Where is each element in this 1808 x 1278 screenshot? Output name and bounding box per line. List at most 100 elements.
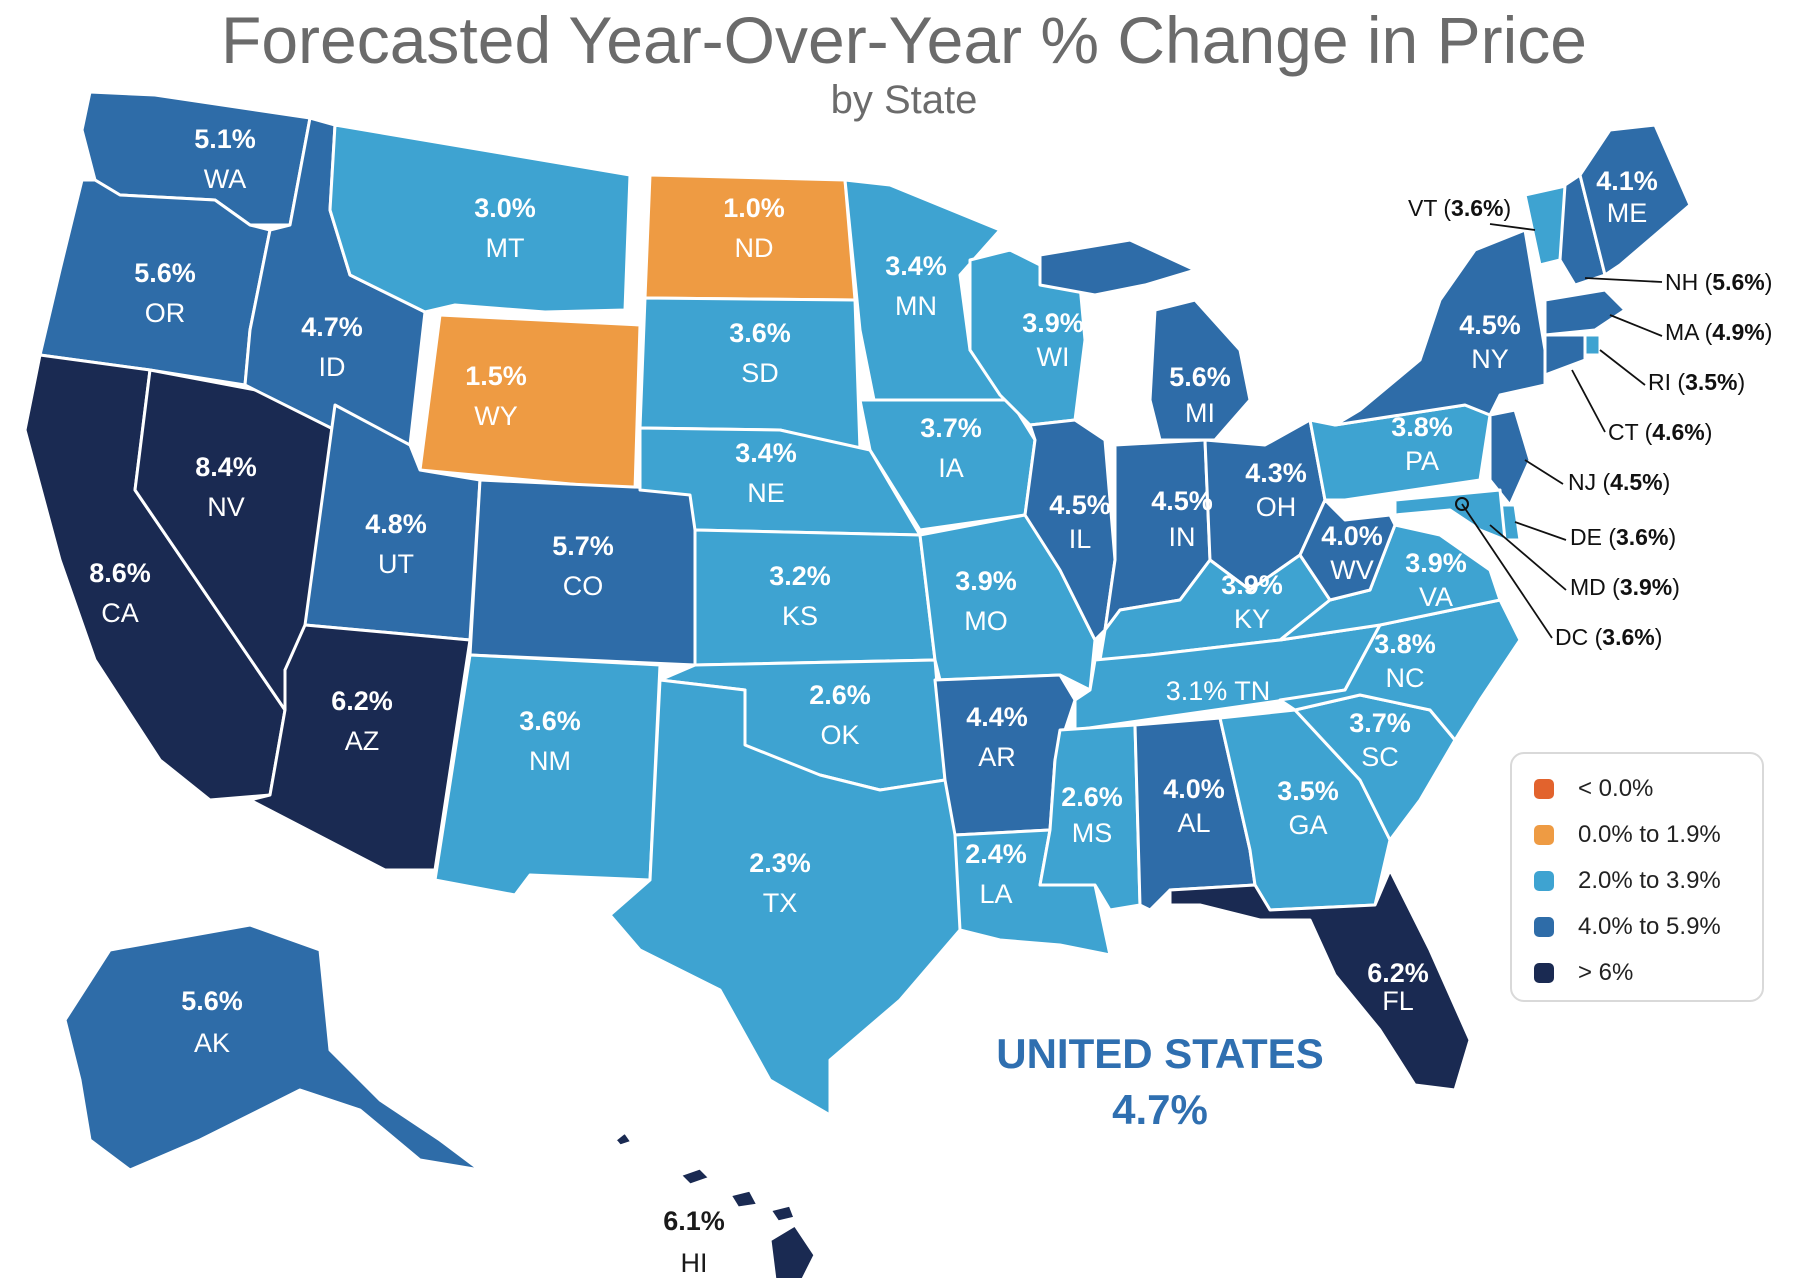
state-label-tn: 3.1% TN <box>1166 676 1271 706</box>
legend-swatch <box>1534 917 1554 937</box>
state-abbr-or: OR <box>145 298 186 328</box>
callout-line-ri <box>1599 349 1646 386</box>
state-abbr-ia: IA <box>938 453 964 483</box>
state-value-az: 6.2% <box>331 686 393 716</box>
callout-nh: NH (5.6%) <box>1665 269 1772 295</box>
legend-swatch <box>1534 825 1554 845</box>
state-ks <box>693 528 937 667</box>
state-abbr-co: CO <box>563 571 604 601</box>
state-abbr-ga: GA <box>1288 810 1327 840</box>
state-value-ks: 3.2% <box>769 561 831 591</box>
state-abbr-wa: WA <box>204 164 247 194</box>
state-ri <box>1583 333 1602 357</box>
state-value-sc: 3.7% <box>1349 708 1411 738</box>
state-abbr-pa: PA <box>1405 446 1439 476</box>
state-abbr-ok: OK <box>820 720 859 750</box>
state-abbr-nc: NC <box>1386 663 1425 693</box>
state-me <box>1578 123 1692 277</box>
national-value: 4.7% <box>1112 1086 1208 1133</box>
state-value-la: 2.4% <box>965 839 1027 869</box>
state-abbr-ne: NE <box>747 478 785 508</box>
legend-label: 0.0% to 1.9% <box>1578 821 1721 848</box>
legend-label: 2.0% to 3.9% <box>1578 867 1721 894</box>
state-value-me: 4.1% <box>1596 166 1658 196</box>
state-fl <box>1168 868 1472 1092</box>
state-abbr-mt: MT <box>486 233 525 263</box>
state-abbr-id: ID <box>319 352 346 382</box>
state-az <box>248 623 472 872</box>
state-value-ia: 3.7% <box>920 413 982 443</box>
state-value-in: 4.5% <box>1151 486 1213 516</box>
state-value-ca: 8.6% <box>89 558 151 588</box>
state-ak <box>63 923 482 1172</box>
state-abbr-mn: MN <box>895 291 937 321</box>
state-value-mn: 3.4% <box>885 251 947 281</box>
state-abbr-nm: NM <box>529 746 571 776</box>
state-abbr-nv: NV <box>207 492 245 522</box>
callout-vt: VT (3.6%) <box>1408 195 1511 221</box>
state-ma <box>1543 288 1627 337</box>
callout-ri: RI (3.5%) <box>1648 369 1745 395</box>
state-value-nm: 3.6% <box>519 706 581 736</box>
state-value-wy: 1.5% <box>465 361 527 391</box>
state-value-wa: 5.1% <box>194 124 256 154</box>
legend-item-4-59: 4.0% to 5.9% <box>1534 912 1721 942</box>
map-subtitle: by State <box>830 78 978 122</box>
state-abbr-wi: WI <box>1037 342 1070 372</box>
state-value-il: 4.5% <box>1049 490 1111 520</box>
state-abbr-hi: HI <box>681 1248 708 1278</box>
callout-line-nj <box>1524 459 1564 485</box>
state-abbr-mi: MI <box>1185 398 1215 428</box>
state-abbr-il: IL <box>1069 524 1092 554</box>
state-abbr-ut: UT <box>378 549 414 579</box>
state-value-mi: 5.6% <box>1169 362 1231 392</box>
state-value-ky: 3.9% <box>1221 570 1283 600</box>
callout-line-ct <box>1571 369 1606 433</box>
state-value-fl: 6.2% <box>1367 958 1429 988</box>
state-abbr-az: AZ <box>345 726 380 756</box>
state-value-ne: 3.4% <box>735 438 797 468</box>
state-abbr-ms: MS <box>1072 818 1113 848</box>
state-abbr-al: AL <box>1177 808 1210 838</box>
state-value-pa: 3.8% <box>1391 412 1453 442</box>
legend-swatch <box>1534 871 1554 891</box>
legend-label: 4.0% to 5.9% <box>1578 913 1721 940</box>
state-value-oh: 4.3% <box>1245 458 1307 488</box>
state-value-nc: 3.8% <box>1374 629 1436 659</box>
callout-line-dc <box>1461 503 1553 639</box>
legend-label: < 0.0% <box>1578 775 1654 802</box>
callout-line-ma <box>1609 314 1663 337</box>
callout-de: DE (3.6%) <box>1570 524 1676 550</box>
state-value-wi: 3.9% <box>1022 308 1084 338</box>
state-abbr-fl: FL <box>1382 986 1414 1016</box>
callout-nj: NJ (4.5%) <box>1568 469 1670 495</box>
map-title: Forecasted Year-Over-Year % Change in Pr… <box>221 3 1587 77</box>
callout-line-nh <box>1584 277 1663 283</box>
state-value-mt: 3.0% <box>474 193 536 223</box>
legend-label: > 6% <box>1578 959 1634 986</box>
legend-swatch <box>1534 779 1554 799</box>
callout-md: MD (3.9%) <box>1570 574 1680 600</box>
state-value-or: 5.6% <box>134 258 196 288</box>
state-abbr-la: LA <box>979 879 1012 909</box>
state-wv <box>1298 498 1397 602</box>
legend-swatch <box>1534 963 1554 983</box>
state-ct <box>1543 333 1587 377</box>
state-value-tx: 2.3% <box>749 848 811 878</box>
national-label: UNITED STATES <box>996 1030 1324 1077</box>
state-value-ny: 4.5% <box>1459 310 1521 340</box>
state-abbr-in: IN <box>1169 522 1196 552</box>
state-abbr-oh: OH <box>1256 492 1297 522</box>
state-abbr-sd: SD <box>741 358 779 388</box>
state-abbr-ky: KY <box>1234 604 1270 634</box>
state-abbr-ny: NY <box>1471 344 1509 374</box>
state-nj <box>1488 408 1532 507</box>
state-abbr-sc: SC <box>1361 742 1399 772</box>
state-nm <box>433 653 662 897</box>
state-value-ar: 4.4% <box>966 702 1028 732</box>
state-value-mo: 3.9% <box>955 566 1017 596</box>
legend-item-2-39: 2.0% to 3.9% <box>1534 866 1721 896</box>
state-abbr-ks: KS <box>782 601 818 631</box>
legend-item-0-19: 0.0% to 1.9% <box>1534 820 1721 850</box>
